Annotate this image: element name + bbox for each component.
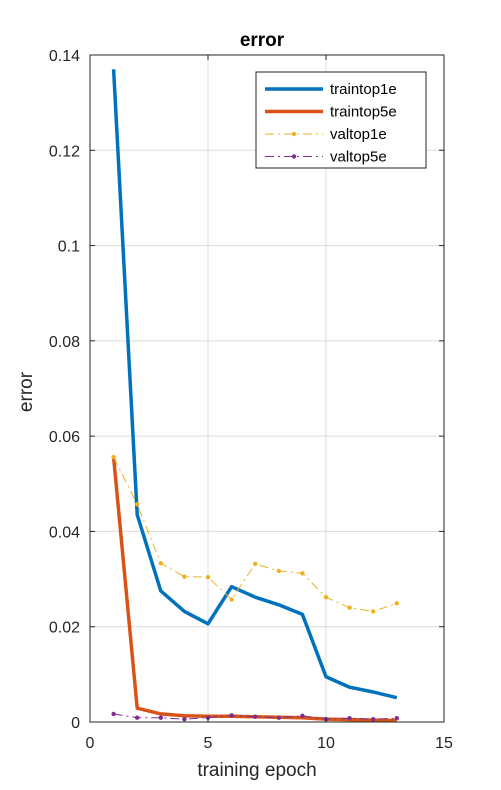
y-tick-label: 0 — [71, 715, 80, 732]
data-point-valtop5e — [158, 715, 163, 720]
x-tick-label: 5 — [204, 735, 213, 752]
data-point-valtop1e — [347, 605, 352, 610]
series-layer — [111, 69, 399, 723]
legend-label-traintop1e: traintop1e — [330, 81, 397, 98]
data-point-valtop1e — [253, 561, 258, 567]
legend-marker-valtop1e — [291, 131, 297, 137]
data-point-valtop5e — [300, 713, 305, 719]
y-tick-label: 0.1 — [58, 239, 80, 256]
data-point-valtop1e — [276, 568, 281, 574]
data-point-valtop1e — [323, 594, 329, 600]
data-point-valtop1e — [300, 571, 305, 576]
data-point-valtop1e — [371, 609, 376, 614]
legend-marker-valtop5e — [291, 154, 297, 159]
data-point-valtop1e — [229, 597, 234, 602]
data-point-valtop5e — [347, 715, 352, 721]
legend-label-traintop5e: traintop5e — [330, 104, 397, 121]
data-point-valtop1e — [205, 574, 211, 580]
y-tick-label: 0.04 — [49, 524, 80, 541]
chart-title: error — [240, 30, 285, 51]
y-tick-label: 0.02 — [49, 620, 80, 637]
data-point-valtop5e — [394, 715, 399, 721]
data-point-valtop5e — [135, 715, 140, 720]
y-tick-label: 0.08 — [49, 334, 80, 351]
data-point-valtop5e — [371, 716, 376, 722]
legend-label-valtop5e: valtop5e — [330, 149, 387, 166]
x-axis-label: training epoch — [197, 760, 316, 781]
axis-ticks: 0 5 10 15 0 0.02 0.04 0.06 0.08 0.1 0.12 0.14 — [49, 48, 453, 752]
y-axis-label: error — [16, 371, 37, 412]
data-point-valtop1e — [182, 574, 187, 579]
data-point-valtop5e — [253, 714, 258, 719]
data-point-valtop5e — [182, 716, 187, 722]
plot-frame — [89, 54, 445, 723]
data-point-valtop1e — [158, 561, 163, 566]
y-tick-label: 0.06 — [49, 429, 80, 446]
data-point-valtop1e — [394, 601, 399, 606]
data-point-valtop1e — [111, 454, 116, 460]
data-point-valtop1e — [135, 502, 140, 507]
y-tick-label: 0.14 — [49, 48, 80, 65]
y-tick-label: 0.12 — [49, 143, 80, 160]
x-tick-label: 0 — [86, 735, 95, 752]
x-tick-label: 15 — [435, 735, 453, 752]
legend-label-valtop1e: valtop1e — [330, 126, 387, 143]
x-tick-label: 10 — [317, 735, 335, 752]
data-point-valtop5e — [229, 713, 234, 718]
series-line-traintop1e — [111, 69, 398, 700]
data-point-valtop5e — [276, 715, 281, 720]
legend: traintop1e traintop5e valtop1e valtop5e — [255, 71, 427, 169]
data-point-valtop5e — [111, 711, 116, 717]
